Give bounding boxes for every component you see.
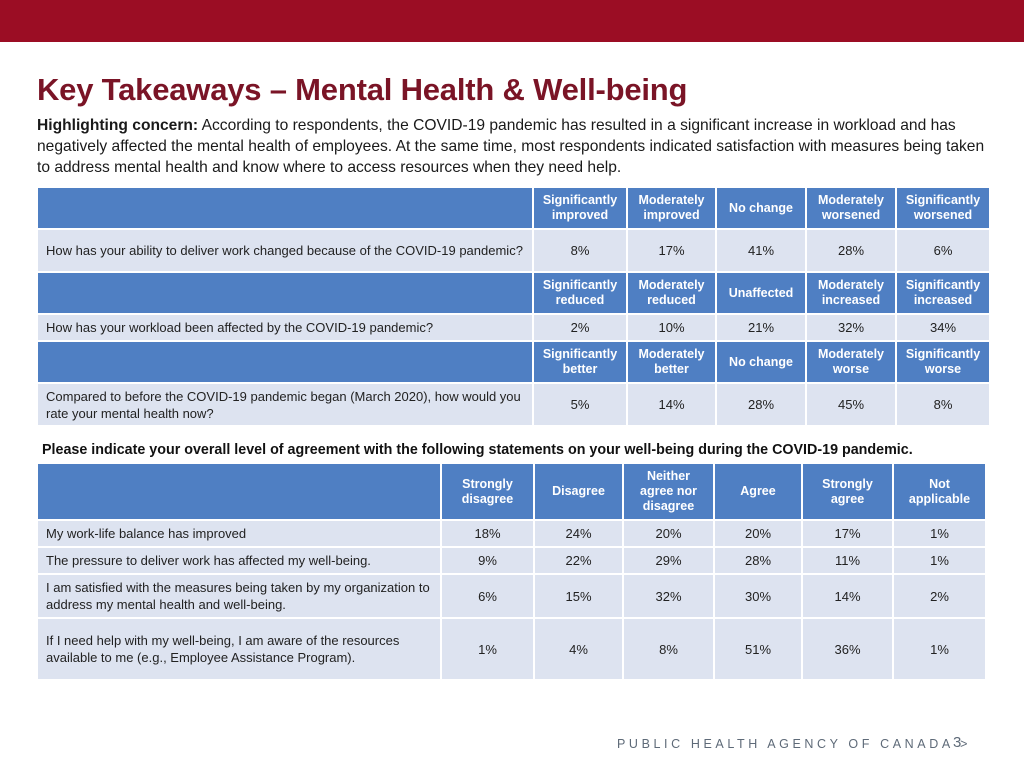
page-number: 3: [953, 734, 962, 751]
value-cell: 6%: [897, 230, 989, 271]
value-cell: 41%: [717, 230, 805, 271]
header-blank-cell: [38, 273, 532, 313]
value-cell: 14%: [803, 575, 892, 617]
table-header-row: Significantly reduced Moderately reduced…: [38, 273, 989, 313]
value-cell: 30%: [715, 575, 801, 617]
table-header-row: Significantly improved Moderately improv…: [38, 188, 989, 228]
table-row: If I need help with my well-being, I am …: [38, 619, 985, 679]
agreement-table: Strongly disagree Disagree Neither agree…: [36, 462, 987, 681]
value-cell: 15%: [535, 575, 622, 617]
footer-organization: PUBLIC HEALTH AGENCY OF CANADA >: [617, 737, 972, 751]
value-cell: 8%: [534, 230, 626, 271]
value-cell: 21%: [717, 315, 805, 340]
value-cell: 28%: [715, 548, 801, 573]
value-cell: 8%: [624, 619, 713, 679]
question-cell: Compared to before the COVID-19 pandemic…: [38, 384, 532, 425]
value-cell: 11%: [803, 548, 892, 573]
column-header: Significantly better: [534, 342, 626, 382]
column-header: Significantly improved: [534, 188, 626, 228]
value-cell: 10%: [628, 315, 715, 340]
column-header: Moderately worsened: [807, 188, 895, 228]
table-row: My work-life balance has improved 18% 24…: [38, 521, 985, 546]
value-cell: 32%: [807, 315, 895, 340]
column-header: No change: [717, 342, 805, 382]
top-banner: [0, 0, 1024, 42]
value-cell: 2%: [894, 575, 985, 617]
value-cell: 6%: [442, 575, 533, 617]
value-cell: 8%: [897, 384, 989, 425]
table-row: How has your ability to deliver work cha…: [38, 230, 989, 271]
value-cell: 24%: [535, 521, 622, 546]
column-header: Significantly worsened: [897, 188, 989, 228]
column-header: Significantly increased: [897, 273, 989, 313]
value-cell: 17%: [628, 230, 715, 271]
table-row: The pressure to deliver work has affecte…: [38, 548, 985, 573]
table-row: How has your workload been affected by t…: [38, 315, 989, 340]
value-cell: 14%: [628, 384, 715, 425]
header-blank-cell: [38, 464, 440, 519]
value-cell: 1%: [894, 521, 985, 546]
column-header: No change: [717, 188, 805, 228]
table-header-row: Strongly disagree Disagree Neither agree…: [38, 464, 985, 519]
column-header: Moderately improved: [628, 188, 715, 228]
value-cell: 51%: [715, 619, 801, 679]
work-impact-table: Significantly improved Moderately improv…: [36, 186, 991, 427]
intro-text: According to respondents, the COVID-19 p…: [37, 117, 985, 176]
column-header: Moderately worse: [807, 342, 895, 382]
intro-paragraph: Highlighting concern: According to respo…: [37, 115, 997, 178]
intro-lead: Highlighting concern:: [37, 117, 199, 134]
column-header: Significantly reduced: [534, 273, 626, 313]
value-cell: 9%: [442, 548, 533, 573]
column-header: Neither agree nor disagree: [624, 464, 713, 519]
question-cell: How has your ability to deliver work cha…: [38, 230, 532, 271]
table-row: Compared to before the COVID-19 pandemic…: [38, 384, 989, 425]
value-cell: 20%: [715, 521, 801, 546]
table-header-row: Significantly better Moderately better N…: [38, 342, 989, 382]
value-cell: 5%: [534, 384, 626, 425]
column-header: Moderately better: [628, 342, 715, 382]
value-cell: 28%: [807, 230, 895, 271]
value-cell: 4%: [535, 619, 622, 679]
value-cell: 45%: [807, 384, 895, 425]
value-cell: 17%: [803, 521, 892, 546]
value-cell: 22%: [535, 548, 622, 573]
statement-cell: I am satisfied with the measures being t…: [38, 575, 440, 617]
value-cell: 29%: [624, 548, 713, 573]
statement-cell: My work-life balance has improved: [38, 521, 440, 546]
column-header: Disagree: [535, 464, 622, 519]
table-row: I am satisfied with the measures being t…: [38, 575, 985, 617]
value-cell: 1%: [894, 548, 985, 573]
value-cell: 32%: [624, 575, 713, 617]
value-cell: 20%: [624, 521, 713, 546]
page-title: Key Takeaways – Mental Health & Well-bei…: [37, 72, 688, 107]
question-cell: How has your workload been affected by t…: [38, 315, 532, 340]
column-header: Moderately reduced: [628, 273, 715, 313]
value-cell: 2%: [534, 315, 626, 340]
column-header: Unaffected: [717, 273, 805, 313]
column-header: Agree: [715, 464, 801, 519]
value-cell: 1%: [894, 619, 985, 679]
statement-cell: The pressure to deliver work has affecte…: [38, 548, 440, 573]
header-blank-cell: [38, 342, 532, 382]
column-header: Moderately increased: [807, 273, 895, 313]
statement-cell: If I need help with my well-being, I am …: [38, 619, 440, 679]
column-header: Not applicable: [894, 464, 985, 519]
value-cell: 1%: [442, 619, 533, 679]
header-blank-cell: [38, 188, 532, 228]
statements-heading: Please indicate your overall level of ag…: [42, 442, 913, 458]
column-header: Significantly worse: [897, 342, 989, 382]
value-cell: 18%: [442, 521, 533, 546]
value-cell: 36%: [803, 619, 892, 679]
column-header: Strongly agree: [803, 464, 892, 519]
value-cell: 34%: [897, 315, 989, 340]
value-cell: 28%: [717, 384, 805, 425]
column-header: Strongly disagree: [442, 464, 533, 519]
